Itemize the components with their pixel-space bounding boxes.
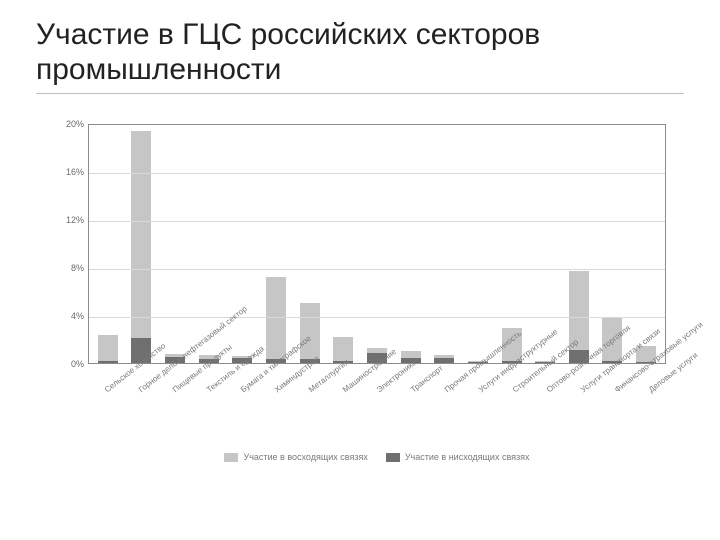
bar-group (329, 125, 357, 363)
gridline (89, 317, 665, 318)
legend: Участие в восходящих связях Участие в ни… (88, 452, 666, 462)
legend-item-downstream: Участие в нисходящих связях (386, 452, 530, 462)
bar-segment-upstream (333, 337, 353, 361)
gridline (89, 221, 665, 222)
legend-label-upstream: Участие в восходящих связях (243, 452, 367, 462)
swatch-downstream (386, 453, 400, 462)
bar-group (262, 125, 290, 363)
bar-group (430, 125, 458, 363)
page-title: Участие в ГЦС российских секторов промыш… (36, 18, 684, 87)
bar-group (94, 125, 122, 363)
bar-segment-upstream (131, 131, 151, 338)
bar-segment-upstream (266, 277, 286, 359)
bar-group (127, 125, 155, 363)
bar-segment-upstream (300, 303, 320, 359)
y-tick-label: 4% (46, 311, 84, 321)
y-tick-label: 20% (46, 119, 84, 129)
y-tick-label: 0% (46, 359, 84, 369)
bar-segment-downstream (98, 361, 118, 363)
y-tick-label: 16% (46, 167, 84, 177)
title-underline (36, 93, 684, 94)
swatch-upstream (224, 453, 238, 462)
bar-group (464, 125, 492, 363)
bar-segment-downstream (434, 358, 454, 363)
bar-group (397, 125, 425, 363)
y-tick-label: 8% (46, 263, 84, 273)
bar-segment-upstream (98, 335, 118, 361)
bar-group (228, 125, 256, 363)
legend-item-upstream: Участие в восходящих связях (224, 452, 367, 462)
bar-group (565, 125, 593, 363)
bar-group (296, 125, 324, 363)
gvc-participation-chart: Сельское хозяйствоГорное дело и нефтегаз… (46, 124, 666, 364)
bar-group (363, 125, 391, 363)
y-tick-label: 12% (46, 215, 84, 225)
x-axis-labels: Сельское хозяйствоГорное дело и нефтегаз… (88, 364, 666, 484)
slide: Участие в ГЦС российских секторов промыш… (0, 0, 720, 540)
bars-container (89, 125, 665, 363)
legend-label-downstream: Участие в нисходящих связях (405, 452, 530, 462)
bar-group (161, 125, 189, 363)
bar-segment-upstream (401, 351, 421, 358)
plot-area (88, 124, 666, 364)
gridline (89, 269, 665, 270)
bar-group (498, 125, 526, 363)
gridline (89, 173, 665, 174)
